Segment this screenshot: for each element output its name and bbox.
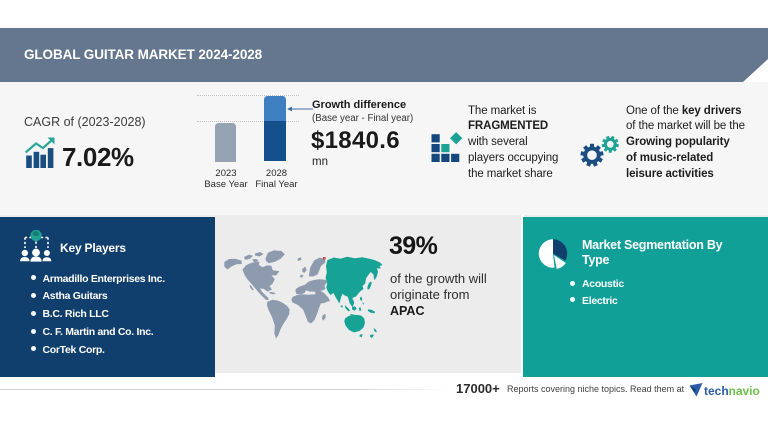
svg-text:navio: navio: [729, 384, 760, 398]
svg-text:tech: tech: [704, 384, 729, 398]
